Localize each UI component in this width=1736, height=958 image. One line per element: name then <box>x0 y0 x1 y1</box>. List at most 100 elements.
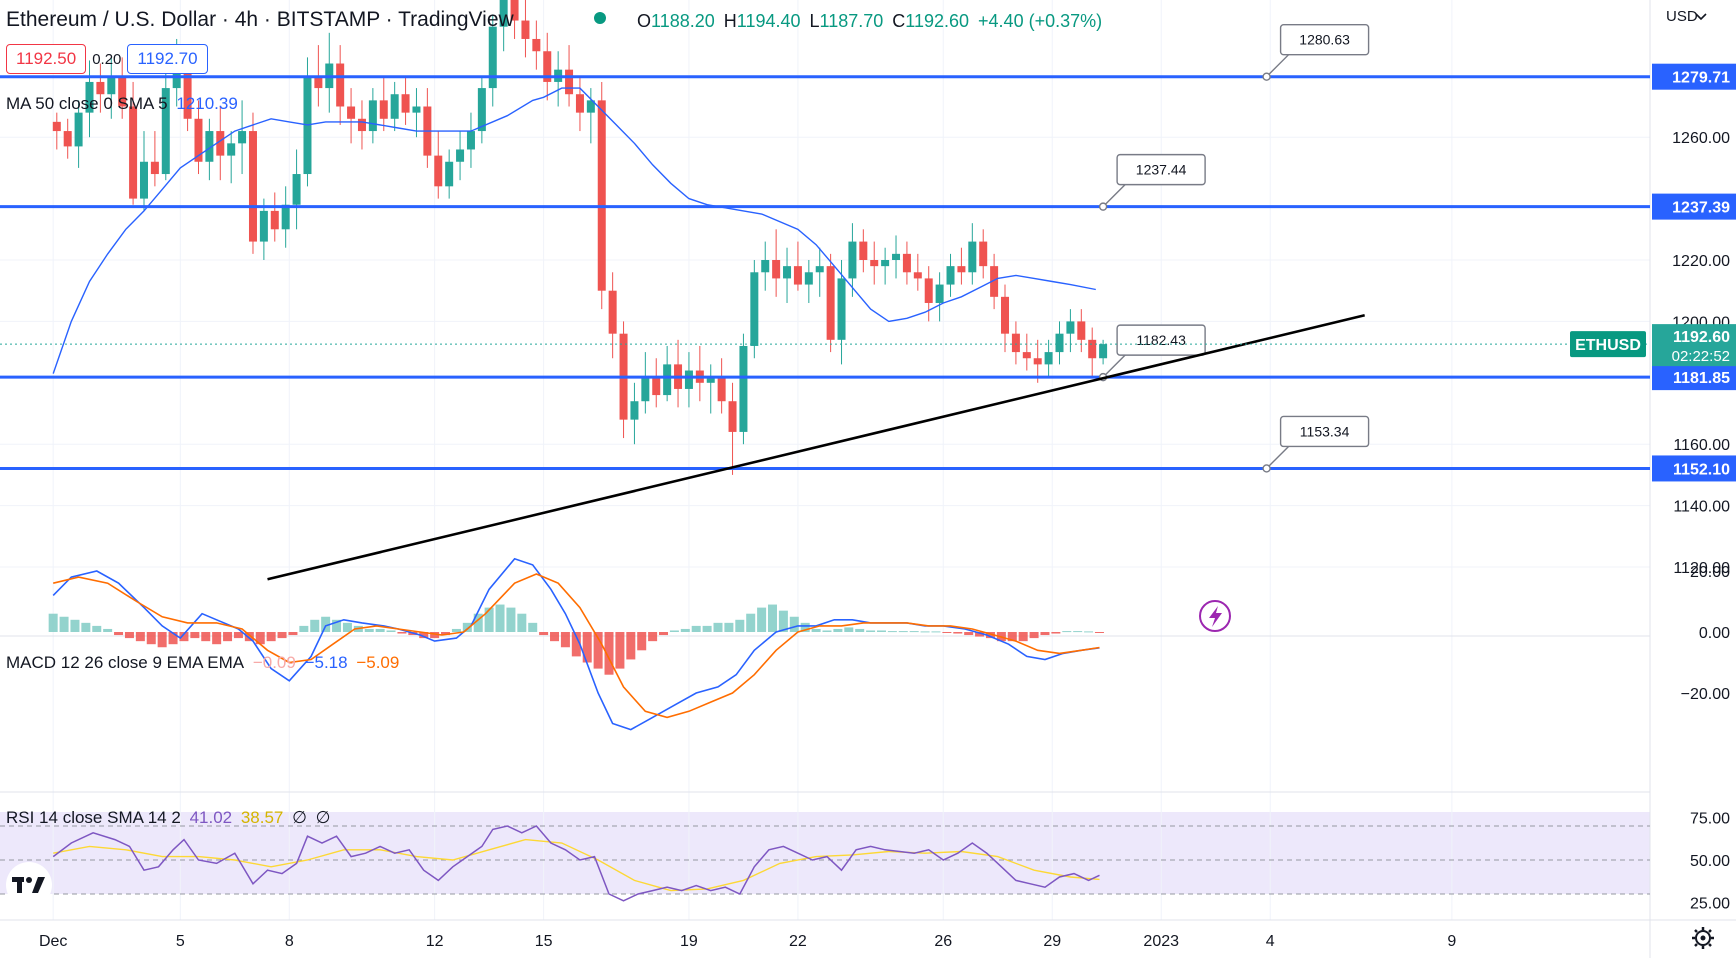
candle[interactable] <box>139 131 148 211</box>
candle[interactable] <box>1077 309 1086 353</box>
price-level-badge[interactable]: 1181.85 <box>1652 364 1736 391</box>
ma-legend[interactable]: MA 50 close 0 SMA 5 1210.39 <box>6 94 242 114</box>
candle[interactable] <box>238 100 247 175</box>
candle[interactable] <box>630 382 639 445</box>
last-price-badge[interactable]: 1192.60 02:22:52 <box>1652 324 1736 367</box>
candle[interactable] <box>248 112 257 254</box>
price-callout[interactable]: 1237.44 <box>1098 153 1206 211</box>
candle[interactable] <box>401 75 410 125</box>
candle[interactable] <box>390 81 399 132</box>
candle[interactable] <box>608 272 617 359</box>
ma-50-line[interactable] <box>52 87 1096 374</box>
candle[interactable] <box>118 57 127 119</box>
candle[interactable] <box>706 364 715 414</box>
candle[interactable] <box>85 60 94 138</box>
candle[interactable] <box>488 14 497 107</box>
candle[interactable] <box>336 45 345 125</box>
candle[interactable] <box>1011 321 1020 365</box>
candle[interactable] <box>990 253 999 310</box>
candle[interactable] <box>935 272 944 322</box>
candle[interactable] <box>804 260 813 303</box>
market-status-icon[interactable] <box>594 12 606 24</box>
ask-button[interactable]: 1192.70 <box>127 44 208 74</box>
price-callout[interactable]: 1280.63 <box>1262 23 1370 81</box>
candle[interactable] <box>466 112 475 168</box>
candle[interactable] <box>1022 333 1031 371</box>
candle[interactable] <box>205 118 214 181</box>
price-callout[interactable]: 1182.43 <box>1098 324 1206 382</box>
macd-signal-line[interactable] <box>53 573 1100 719</box>
candle[interactable] <box>902 241 911 285</box>
candle[interactable] <box>216 106 225 181</box>
settings-gear-icon[interactable] <box>1692 927 1714 949</box>
candle[interactable] <box>445 149 454 199</box>
candle[interactable] <box>456 131 465 181</box>
candle[interactable] <box>881 247 890 285</box>
price-level-badge[interactable]: 1152.10 <box>1652 455 1736 482</box>
rsi-line[interactable] <box>52 825 1100 902</box>
candle[interactable] <box>575 75 584 132</box>
candle[interactable] <box>663 345 672 402</box>
candle[interactable] <box>510 0 519 39</box>
macd-legend[interactable]: MACD 12 26 close 9 EMA EMA −0.09 −5.18 −… <box>6 653 403 673</box>
candle[interactable] <box>477 75 486 144</box>
candle[interactable] <box>1099 339 1108 365</box>
candle[interactable] <box>892 235 901 279</box>
candle[interactable] <box>227 131 236 184</box>
candle[interactable] <box>499 0 508 52</box>
candle[interactable] <box>281 186 290 248</box>
candle[interactable] <box>1044 339 1053 377</box>
candle[interactable] <box>750 260 759 359</box>
candle[interactable] <box>979 229 988 279</box>
candle[interactable] <box>379 75 388 132</box>
candle[interactable] <box>194 100 203 175</box>
candle[interactable] <box>826 253 835 353</box>
price-callout[interactable]: 1153.34 <box>1262 415 1370 473</box>
price-level-badge[interactable]: 1237.39 <box>1652 193 1736 220</box>
candle[interactable] <box>597 81 606 310</box>
candle[interactable] <box>870 241 879 285</box>
price-axis[interactable]: 1279.71 1237.39 1181.85 1152.10 1120.00 1140.… <box>1652 63 1736 913</box>
rsi-legend[interactable]: RSI 14 close SMA 14 2 41.02 38.57 ∅ ∅ <box>6 808 334 828</box>
candle[interactable] <box>815 247 824 297</box>
candle[interactable] <box>357 100 366 150</box>
candle[interactable] <box>161 69 170 181</box>
candle[interactable] <box>761 241 770 291</box>
currency-dropdown[interactable]: USD <box>1666 8 1707 25</box>
rsi-ma-line[interactable] <box>53 838 1100 892</box>
candle[interactable] <box>968 223 977 285</box>
candle[interactable] <box>368 88 377 144</box>
candle[interactable] <box>586 88 595 144</box>
candle[interactable] <box>793 241 802 291</box>
candle[interactable] <box>772 229 781 297</box>
candle[interactable] <box>1001 284 1010 353</box>
candle[interactable] <box>641 352 650 414</box>
candle[interactable] <box>913 253 922 291</box>
candle[interactable] <box>63 118 72 159</box>
candle[interactable] <box>412 88 421 138</box>
candle[interactable] <box>1088 327 1097 377</box>
bid-button[interactable]: 1192.50 <box>6 44 87 74</box>
candle[interactable] <box>521 0 530 58</box>
candle[interactable] <box>957 247 966 285</box>
candle[interactable] <box>739 333 748 445</box>
candle[interactable] <box>848 223 857 297</box>
candle[interactable] <box>270 192 279 242</box>
candle[interactable] <box>96 63 105 113</box>
candle[interactable] <box>74 100 83 168</box>
candle[interactable] <box>924 266 933 322</box>
alert-bolt-icon[interactable] <box>1199 600 1231 632</box>
candle[interactable] <box>543 32 552 101</box>
chart-title[interactable]: Ethereum / U.S. Dollar · 4h · BITSTAMP ·… <box>6 8 514 31</box>
candle[interactable] <box>652 358 661 408</box>
trendline[interactable] <box>267 313 1365 581</box>
candle[interactable] <box>728 382 737 475</box>
candle[interactable] <box>837 260 846 365</box>
candle[interactable] <box>859 229 868 273</box>
candle[interactable] <box>52 112 61 150</box>
candle[interactable] <box>292 149 301 230</box>
price-level-badge[interactable]: 1279.71 <box>1652 63 1736 90</box>
candle[interactable] <box>783 247 792 303</box>
candle[interactable] <box>717 358 726 414</box>
